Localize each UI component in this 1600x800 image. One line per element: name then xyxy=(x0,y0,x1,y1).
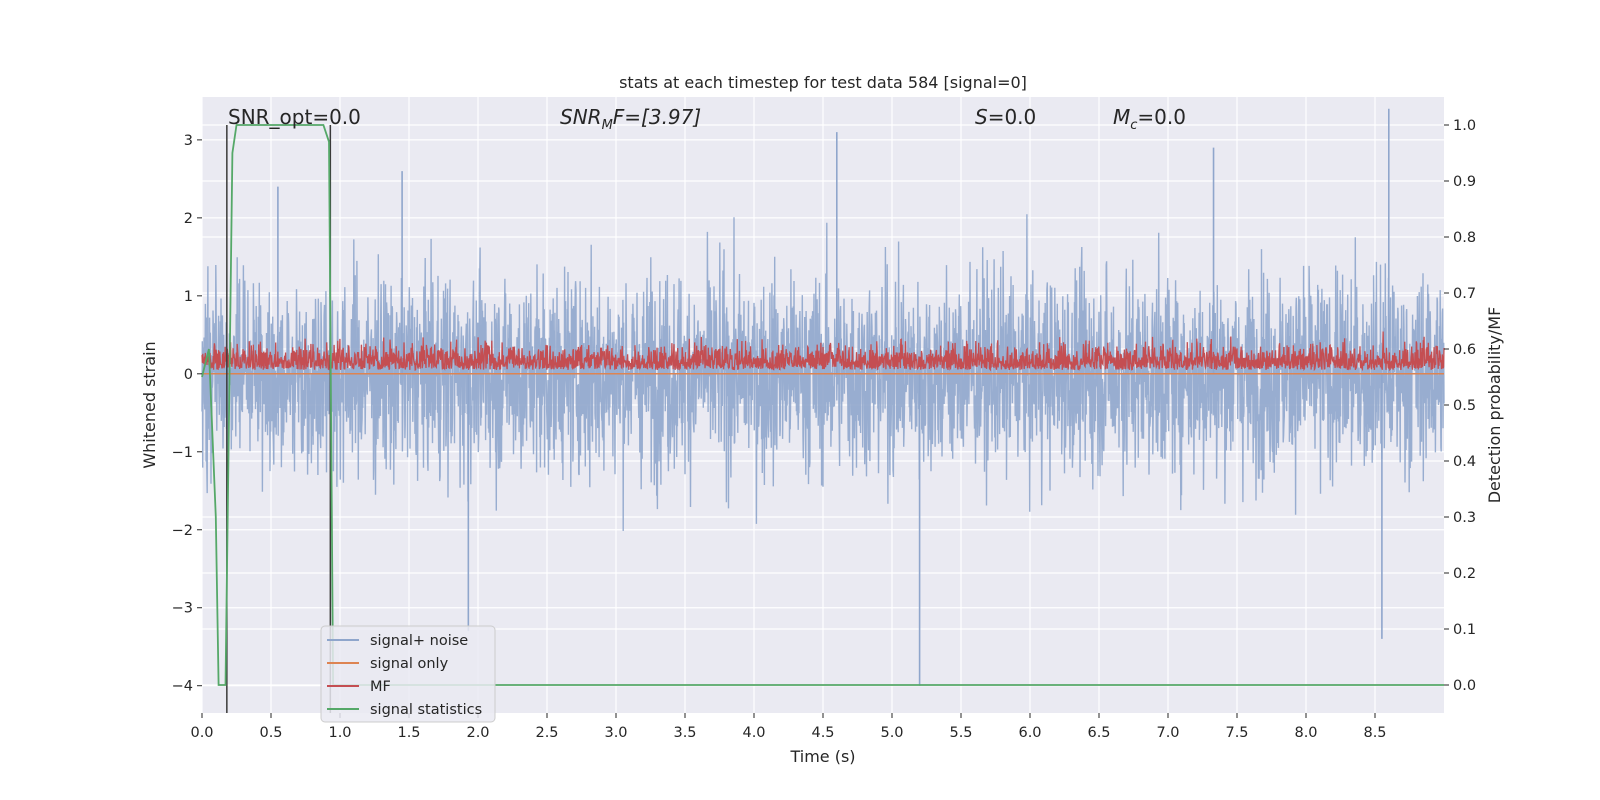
x-tick-label: 1.5 xyxy=(397,725,420,741)
y-left-tick-label: −2 xyxy=(172,523,193,539)
y-axis-left-label: Whitened strain xyxy=(140,341,159,468)
x-axis-label: Time (s) xyxy=(789,747,855,766)
annotation-mc: Mc=0.0 xyxy=(1113,105,1186,133)
annotation-snr-mf: SNRMF=[3.97] xyxy=(560,105,701,133)
x-tick-label: 2.0 xyxy=(466,725,489,741)
x-tick-label: 3.5 xyxy=(673,725,696,741)
y-right-tick-label: 0.5 xyxy=(1453,398,1476,414)
x-tick-label: 1.0 xyxy=(328,725,351,741)
y-right-tick-label: 0.1 xyxy=(1453,622,1476,638)
x-tick-label: 2.5 xyxy=(535,725,558,741)
y-left-tick-label: 2 xyxy=(184,211,193,227)
x-tick-label: 6.0 xyxy=(1018,725,1041,741)
y-left-tick-label: −3 xyxy=(172,601,193,617)
legend-label-signal-statistics: signal statistics xyxy=(370,702,482,718)
y-axis-left-ticks: 3 2 1 0 −1 −2 −3 −4 xyxy=(172,133,202,695)
y-left-tick-label: −4 xyxy=(172,679,193,695)
x-tick-label: 8.5 xyxy=(1363,725,1386,741)
y-left-tick-label: 0 xyxy=(184,367,193,383)
x-tick-label: 7.0 xyxy=(1156,725,1179,741)
y-left-tick-label: −1 xyxy=(172,445,193,461)
legend-label-mf: MF xyxy=(370,679,391,695)
x-tick-label: 4.0 xyxy=(742,725,765,741)
y-right-tick-label: 0.2 xyxy=(1453,566,1476,582)
y-right-tick-label: 0.4 xyxy=(1453,454,1476,470)
y-right-tick-label: 0.7 xyxy=(1453,286,1476,302)
mf-line xyxy=(201,331,1445,372)
x-tick-label: 3.0 xyxy=(604,725,627,741)
x-tick-label: 0.0 xyxy=(190,725,213,741)
chart-title: stats at each timestep for test data 584… xyxy=(619,73,1027,92)
y-right-tick-label: 0.6 xyxy=(1453,342,1476,358)
legend-label-signal-noise: signal+ noise xyxy=(370,633,468,649)
x-tick-label: 6.5 xyxy=(1087,725,1110,741)
x-axis-ticks: 0.0 0.5 1.0 1.5 2.0 2.5 3.0 3.5 4.0 4.5 5.0 5.5 6.0 6… xyxy=(190,713,1387,741)
y-right-tick-label: 0.8 xyxy=(1453,230,1476,246)
legend-box xyxy=(320,625,496,723)
annotation-snr-opt: SNR_opt=0.0 xyxy=(228,105,361,129)
y-left-tick-label: 3 xyxy=(184,133,193,149)
y-right-tick-label: 0.0 xyxy=(1453,678,1476,694)
x-tick-label: 8.0 xyxy=(1294,725,1317,741)
x-tick-label: 0.5 xyxy=(259,725,282,741)
x-tick-label: 5.5 xyxy=(949,725,972,741)
y-right-tick-label: 1.0 xyxy=(1453,118,1476,134)
y-axis-right-ticks: 1.0 0.9 0.8 0.7 0.6 0.5 0.4 0.3 0.2 0.1 0.0 xyxy=(1444,118,1476,694)
series-mf xyxy=(201,331,1445,372)
y-axis-right-label: Detection probability/MF xyxy=(1485,307,1504,504)
x-tick-label: 5.0 xyxy=(880,725,903,741)
annotation-s: S=0.0 xyxy=(975,105,1036,129)
legend-label-signal-only: signal only xyxy=(370,656,449,672)
y-left-tick-label: 1 xyxy=(184,289,193,305)
legend: signal+ noise signal only MF signal stat… xyxy=(320,625,496,723)
y-right-tick-label: 0.9 xyxy=(1453,174,1476,190)
x-tick-label: 4.5 xyxy=(811,725,834,741)
x-tick-label: 7.5 xyxy=(1225,725,1248,741)
y-right-tick-label: 0.3 xyxy=(1453,510,1476,526)
